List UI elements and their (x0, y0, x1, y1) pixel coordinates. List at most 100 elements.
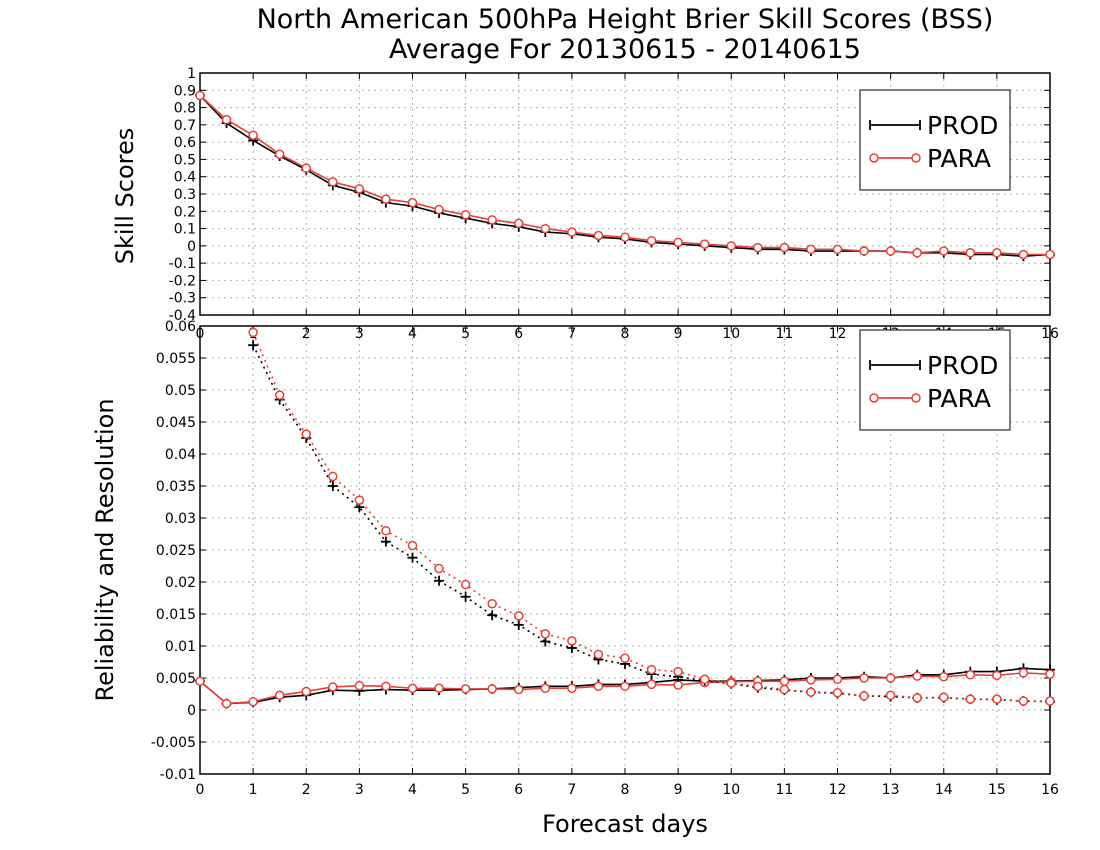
data-point-para (832, 687, 843, 698)
data-point-para (487, 684, 497, 694)
y-tick-label: 0.8 (174, 101, 196, 117)
x-tick-label: 2 (302, 782, 311, 798)
data-point-para (381, 681, 391, 692)
x-tick-label: 15 (988, 782, 1006, 798)
data-point-prod (460, 591, 471, 602)
data-point-para (1018, 249, 1029, 260)
data-point-para (221, 114, 232, 125)
data-point-para (753, 242, 763, 253)
y-tick-label: -0.4 (169, 308, 196, 324)
data-point-para (646, 664, 657, 675)
y-tick-label: -0.2 (169, 273, 196, 289)
y-tick-label: 0.04 (165, 447, 196, 463)
y-tick-label: -0.01 (160, 767, 196, 783)
data-point-para (673, 666, 683, 677)
data-point-para (939, 692, 949, 702)
data-point-para (593, 230, 604, 241)
data-point-para (354, 184, 365, 194)
legend-label-prod: PROD (927, 351, 998, 380)
data-point-para (248, 130, 258, 140)
data-point-para (540, 629, 551, 639)
data-point-para (646, 679, 657, 690)
data-point-para (195, 676, 205, 686)
legend-box (859, 329, 1011, 431)
x-tick-label: 13 (882, 782, 900, 798)
data-point-para (726, 678, 736, 688)
data-point-para (354, 495, 365, 505)
data-point-para (514, 218, 524, 229)
legend-box (859, 89, 1011, 191)
data-point-para (195, 90, 205, 101)
x-tick-label: 4 (408, 782, 417, 798)
data-point-para (514, 611, 524, 621)
legend-marker-para (911, 393, 921, 403)
legend-marker-para (869, 393, 879, 403)
data-point-para (965, 694, 976, 704)
y-tick-label: 1 (187, 66, 196, 82)
y-tick-label: 0.03 (165, 511, 196, 527)
y-tick-label: 0.1 (174, 222, 196, 238)
legend: PROD PARA (859, 89, 1011, 191)
data-point-para (859, 673, 869, 683)
data-point-para (832, 244, 843, 255)
data-point-para (806, 687, 816, 697)
y-tick-label: 0.3 (174, 187, 196, 203)
y-tick-label: 0.005 (156, 671, 196, 687)
data-point-para (407, 683, 418, 693)
y-tick-label: 0.01 (165, 639, 196, 655)
y-tick-label: 0.035 (156, 479, 196, 495)
data-point-para (460, 579, 471, 590)
data-point-para (434, 204, 444, 215)
data-point-prod (487, 610, 498, 621)
legend-marker-prod (869, 120, 921, 130)
data-point-para (328, 177, 338, 187)
y-tick-label: 0.05 (165, 383, 196, 399)
y-tick-label: 0.9 (174, 83, 196, 99)
data-point-para (859, 691, 869, 701)
data-point-para (699, 239, 710, 249)
data-point-para (753, 681, 763, 692)
x-tick-label: 16 (1041, 782, 1059, 798)
series-group (195, 327, 1055, 709)
data-point-prod (248, 340, 259, 351)
x-tick-label: 3 (355, 782, 364, 798)
data-point-para (912, 248, 922, 258)
x-tick-label: 9 (674, 782, 683, 798)
y-tick-label: 0.2 (174, 204, 196, 220)
data-point-para (992, 670, 1002, 681)
data-point-para (673, 237, 683, 248)
legend-label-para: PARA (927, 144, 991, 173)
bottom-panel-reliability-resolution: -0.01 -0.005 0 0.005 0.01 0.015 0.02 0.025 0.03 0… (151, 319, 1059, 798)
data-point-prod (380, 536, 391, 547)
y-tick-label: -0.3 (169, 291, 196, 307)
data-point-para (434, 683, 444, 693)
data-point-para (779, 676, 790, 686)
x-tick-label: 8 (621, 782, 630, 798)
data-point-para (1018, 696, 1029, 706)
x-tick-label: 0 (196, 782, 205, 798)
data-point-para (1018, 668, 1029, 678)
data-point-para (912, 671, 922, 681)
data-point-para (832, 674, 843, 685)
x-tick-label: 1 (249, 782, 258, 798)
data-point-para (1045, 249, 1055, 260)
data-point-para (912, 693, 922, 703)
data-point-para (354, 680, 365, 691)
data-point-para (381, 194, 391, 204)
chart-title-line2: Average For 20130615 - 20140615 (389, 34, 861, 65)
y-tick-label: 0.02 (165, 575, 196, 591)
data-point-para (274, 149, 285, 159)
data-point-para (434, 563, 444, 574)
data-point-para (992, 694, 1002, 704)
data-point-para (567, 227, 577, 237)
data-point-para (301, 429, 311, 439)
y-tick-label: -0.1 (169, 256, 196, 272)
data-point-para (248, 696, 258, 707)
data-point-para (407, 540, 418, 551)
y-tick-label: 0.4 (174, 170, 196, 186)
bottom-ylabel: Reliability and Resolution (91, 398, 119, 701)
y-tick-label: 0.5 (174, 152, 196, 168)
data-point-para (381, 526, 391, 536)
data-point-para (779, 684, 790, 695)
data-point-para (726, 241, 736, 251)
